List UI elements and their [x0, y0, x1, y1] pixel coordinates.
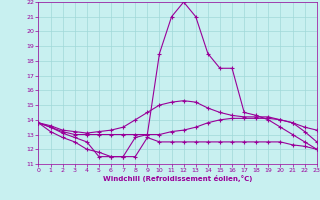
X-axis label: Windchill (Refroidissement éolien,°C): Windchill (Refroidissement éolien,°C) [103, 175, 252, 182]
